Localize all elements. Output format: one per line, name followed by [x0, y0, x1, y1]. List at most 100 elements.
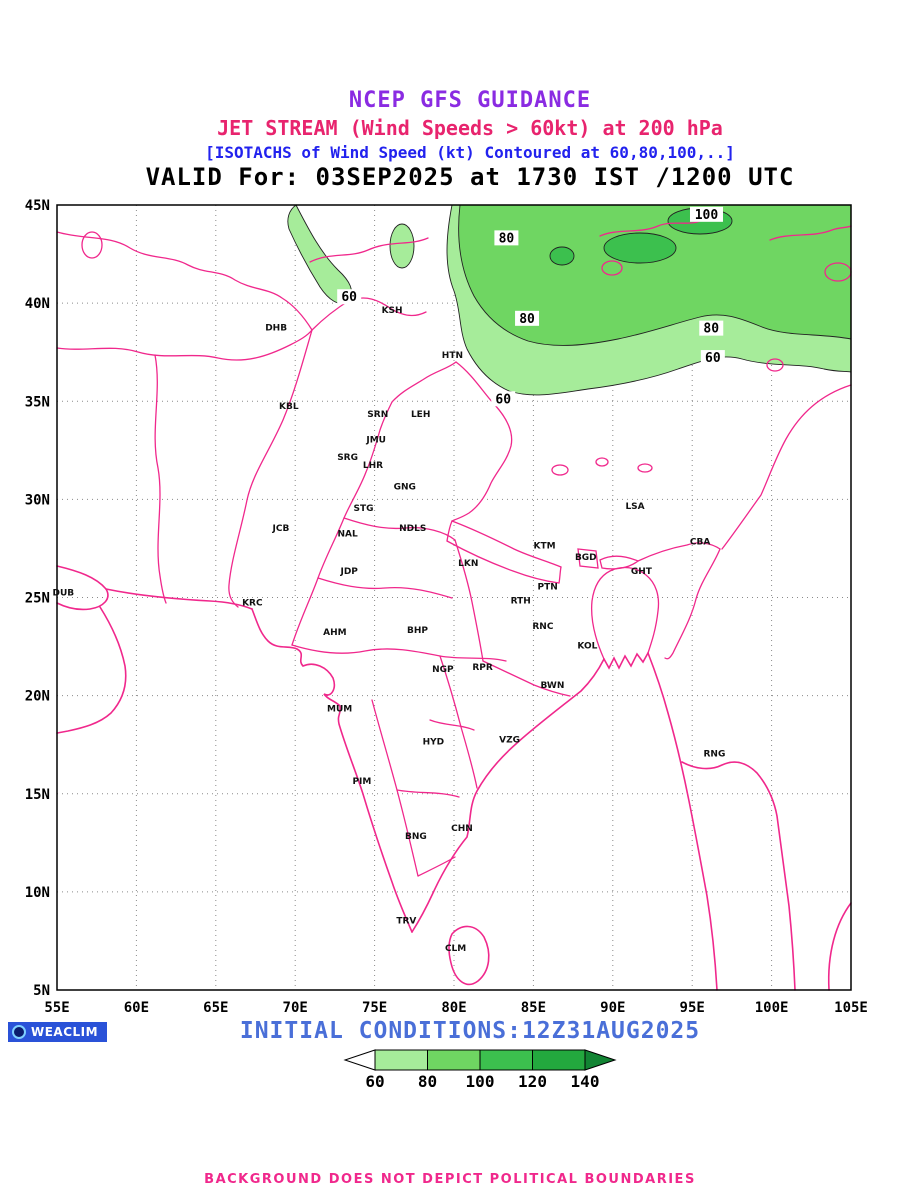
city-label-rnc: RNC: [532, 622, 553, 632]
city-label-jdp: JDP: [339, 567, 358, 577]
contour-label: 60: [341, 290, 357, 305]
city-label-srg: SRG: [337, 453, 358, 463]
legend-segment: [532, 1049, 586, 1071]
city-label-trv: TRV: [396, 916, 416, 926]
city-label-bgd: BGD: [575, 553, 597, 563]
city-label-pim: PIM: [352, 777, 371, 787]
city-label-jcb: JCB: [271, 524, 289, 534]
city-label-lhr: LHR: [363, 461, 383, 471]
color-legend: 60 80 100 120 140: [343, 1049, 617, 1091]
city-label-dhb: DHB: [265, 324, 287, 334]
city-label-rpr: RPR: [472, 663, 493, 673]
legend-segment: [479, 1049, 533, 1071]
border-kashgar-notch: [351, 297, 427, 317]
isotach-100-core: [549, 246, 575, 266]
legend-arrow-right: [584, 1049, 617, 1071]
border-china-myanmar: [721, 384, 852, 550]
border-india-pakistan: [291, 401, 393, 646]
city-labels: DHB KSH HTN KBL SRN LEH JMU SRG LHR GNG STG NDLS JCB…: [53, 306, 726, 954]
border-kashmir-loc: [391, 361, 457, 403]
isotach-60-blob: [389, 223, 415, 269]
city-label-clm: CLM: [445, 944, 466, 954]
city-label-mum: MUM: [327, 704, 352, 714]
lat-tick-label: 25N: [25, 591, 50, 607]
contour-label: 80: [499, 231, 515, 246]
lat-tick-label: 15N: [25, 787, 50, 803]
coastline-makran: [105, 588, 253, 610]
contour-label-bg: [700, 350, 725, 366]
contour-label: 60: [705, 351, 721, 366]
city-label-srn: SRN: [367, 410, 388, 420]
contour-label: 60: [495, 392, 511, 407]
state-border: [417, 856, 456, 877]
legend-label: 120: [518, 1072, 547, 1091]
state-border: [482, 660, 571, 697]
isotach-shading: [287, 204, 852, 396]
border-afghan-north: [56, 329, 313, 361]
lake: [601, 260, 623, 276]
legend-label: 60: [365, 1072, 384, 1091]
city-label-bhp: BHP: [407, 626, 428, 636]
border-nepal-west: [446, 520, 453, 542]
city-label-leh: LEH: [411, 410, 430, 420]
border-nepal-south: [446, 540, 560, 584]
political-and-coastline-layer: [56, 220, 852, 991]
coastline-irrawaddy: [681, 761, 796, 991]
border-nepal-east: [558, 566, 562, 584]
lon-tick-label: 100E: [755, 1000, 789, 1016]
lon-tick-label: 105E: [834, 1000, 868, 1016]
city-label-kbl: KBL: [279, 402, 299, 412]
border-bangladesh: [590, 566, 660, 660]
state-border: [429, 719, 475, 731]
border-durand-line: [228, 329, 313, 608]
border-in-jet-east: [769, 225, 852, 241]
border-iran-east: [154, 354, 167, 604]
title-model: NCEP GFS GUIDANCE: [348, 88, 592, 113]
city-label-dub: DUB: [53, 589, 75, 599]
axis-tick-labels: 55E 60E 65E 70E 75E 80E 85E 90E 95E 100E 105E 45N 40…: [25, 198, 868, 1016]
lat-tick-label: 20N: [25, 689, 50, 705]
title-valid-time: VALID For: 03SEP2025 at 1730 IST /1200 U…: [145, 163, 795, 191]
contour-label-bg: [689, 206, 723, 222]
lon-tick-label: 70E: [283, 1000, 308, 1016]
city-label-rth: RTH: [511, 596, 531, 606]
initial-conditions-text: INITIAL CONDITIONS:12Z31AUG2025: [239, 1018, 701, 1044]
map-frame: [56, 204, 852, 991]
contour-label-bg: [515, 310, 540, 326]
city-label-lsa: LSA: [625, 502, 644, 512]
disclaimer-text: BACKGROUND DOES NOT DEPICT POLITICAL BOU…: [204, 1172, 696, 1187]
contour-label: 80: [703, 322, 719, 337]
lon-tick-label: 60E: [124, 1000, 149, 1016]
lat-tick-label: 5N: [33, 983, 50, 999]
coastline-myanmar: [647, 652, 718, 991]
state-border: [454, 539, 484, 662]
contour-label-bg: [699, 320, 724, 336]
city-label-gng: GNG: [394, 483, 416, 493]
contour-label-bg: [491, 391, 516, 407]
city-label-stg: STG: [353, 504, 373, 514]
state-border: [396, 789, 460, 798]
weaclim-logo-text: WEACLIM: [31, 1025, 99, 1039]
city-label-ngp: NGP: [432, 665, 454, 675]
state-border: [439, 655, 478, 789]
city-label-vzg: VZG: [499, 736, 520, 746]
lon-tick-label: 90E: [600, 1000, 625, 1016]
contour-label: 100: [695, 208, 719, 223]
coastline-bengal-delta: [603, 652, 649, 670]
city-label-bwn: BWN: [541, 681, 565, 691]
weaclim-logo[interactable]: WEACLIM: [8, 1022, 108, 1042]
state-border: [291, 644, 507, 662]
border-central-asia: [56, 231, 313, 331]
isotach-60-region-west: [287, 204, 352, 304]
title-product: JET STREAM (Wind Speeds > 60kt) at 200 h…: [217, 116, 723, 140]
legend-label: 100: [466, 1072, 495, 1091]
city-label-bng: BNG: [405, 832, 427, 842]
lake: [766, 358, 784, 372]
lon-tick-label: 80E: [441, 1000, 466, 1016]
border-in-jet-mid: [599, 220, 701, 237]
state-border: [317, 577, 453, 599]
lat-tick-label: 40N: [25, 296, 50, 312]
legend-label: 140: [571, 1072, 600, 1091]
contour-label-bg: [337, 289, 362, 305]
city-label-rng: RNG: [704, 749, 726, 759]
